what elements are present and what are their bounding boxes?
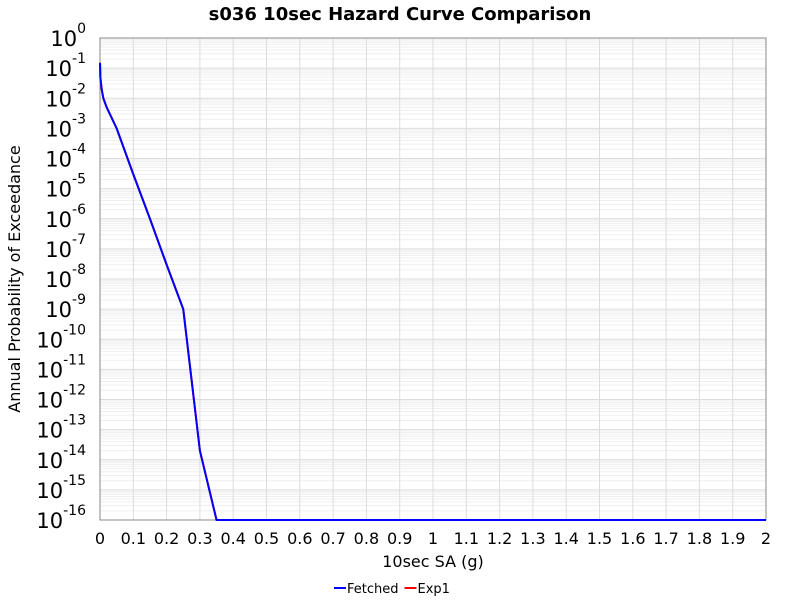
y-tick-exponent: -16 — [63, 503, 86, 519]
x-tick-label: 1.7 — [653, 529, 678, 548]
y-tick-label: 10-13 — [36, 413, 86, 443]
y-tick-base: 10 — [45, 57, 72, 81]
x-tick-label: 1.3 — [520, 529, 545, 548]
y-tick-base: 10 — [45, 148, 72, 172]
x-tick-label: 1 — [428, 529, 438, 548]
x-tick-label: 0.3 — [187, 529, 212, 548]
y-tick-exponent: -7 — [72, 232, 86, 248]
y-tick-base: 10 — [36, 509, 63, 533]
legend: Fetched Exp1 — [334, 582, 450, 597]
y-axis-ticks: 10010-110-210-310-410-510-610-710-810-91… — [36, 21, 86, 533]
y-tick-exponent: -5 — [72, 172, 86, 188]
y-tick-label: 10-16 — [36, 503, 86, 533]
x-axis-ticks: 0 0.1 0.2 0.3 0.4 0.5 0.6 0.7 0.8 0.9 1 1.1 1.2 1.3 1.… — [95, 529, 771, 548]
y-tick-label: 10-6 — [45, 202, 86, 232]
y-tick-base: 10 — [36, 479, 63, 503]
y-tick-exponent: -9 — [72, 292, 86, 308]
x-tick-label: 0.6 — [287, 529, 312, 548]
y-tick-label: 10-11 — [36, 352, 86, 382]
x-tick-label: 0.8 — [354, 529, 379, 548]
y-tick-base: 10 — [36, 358, 63, 382]
x-tick-label: 1.4 — [553, 529, 578, 548]
y-tick-label: 10-8 — [45, 262, 86, 292]
y-tick-label: 10-7 — [45, 232, 86, 262]
x-tick-label: 1.9 — [720, 529, 745, 548]
x-tick-label: 1.5 — [587, 529, 612, 548]
x-tick-label: 2 — [761, 529, 771, 548]
y-tick-exponent: -11 — [63, 352, 86, 368]
y-tick-base: 10 — [45, 87, 72, 111]
y-tick-base: 10 — [36, 419, 63, 443]
y-tick-base: 10 — [45, 208, 72, 232]
y-tick-label: 100 — [50, 21, 86, 51]
x-tick-label: 0.4 — [220, 529, 245, 548]
y-tick-base: 10 — [36, 328, 63, 352]
legend-label-fetched: Fetched — [347, 582, 399, 597]
x-tick-label: 1.8 — [687, 529, 712, 548]
y-axis-label: Annual Probability of Exceedance — [5, 145, 24, 412]
y-tick-base: 10 — [50, 27, 77, 51]
grid — [99, 37, 767, 521]
y-tick-label: 10-9 — [45, 292, 86, 322]
x-tick-label: 1.6 — [620, 529, 645, 548]
y-tick-label: 10-12 — [36, 383, 86, 413]
y-tick-exponent: -4 — [72, 142, 86, 158]
y-tick-label: 10-5 — [45, 172, 86, 202]
y-tick-exponent: 0 — [77, 21, 86, 37]
x-tick-label: 0.5 — [254, 529, 279, 548]
x-tick-label: 1.2 — [487, 529, 512, 548]
y-tick-label: 10-14 — [36, 443, 86, 473]
y-tick-label: 10-1 — [45, 51, 86, 81]
x-tick-label: 0.7 — [320, 529, 345, 548]
y-tick-base: 10 — [45, 117, 72, 141]
x-tick-label: 1.1 — [454, 529, 479, 548]
chart-title: s036 10sec Hazard Curve Comparison — [209, 4, 592, 25]
y-tick-label: 10-2 — [45, 81, 86, 111]
series-line-fetched — [99, 62, 766, 521]
x-tick-label: 0 — [95, 529, 105, 548]
y-tick-exponent: -12 — [63, 383, 86, 399]
y-tick-base: 10 — [45, 268, 72, 292]
y-tick-base: 10 — [45, 238, 72, 262]
y-tick-exponent: -10 — [63, 322, 86, 338]
y-tick-exponent: -6 — [72, 202, 86, 218]
y-tick-exponent: -15 — [63, 473, 86, 489]
x-tick-label: 0.1 — [121, 529, 146, 548]
y-tick-base: 10 — [45, 178, 72, 202]
x-axis-label: 10sec SA (g) — [382, 552, 484, 571]
y-tick-label: 10-15 — [36, 473, 86, 503]
y-tick-base: 10 — [45, 298, 72, 322]
y-tick-base: 10 — [36, 449, 63, 473]
y-tick-base: 10 — [36, 389, 63, 413]
y-tick-exponent: -1 — [72, 51, 86, 67]
legend-label-exp1: Exp1 — [418, 582, 450, 597]
y-tick-label: 10-3 — [45, 111, 86, 141]
y-tick-label: 10-4 — [45, 142, 86, 172]
y-tick-label: 10-10 — [36, 322, 86, 352]
y-tick-exponent: -13 — [63, 413, 86, 429]
x-tick-label: 0.2 — [154, 529, 179, 548]
series-layer — [99, 62, 766, 521]
x-tick-label: 0.9 — [387, 529, 412, 548]
y-tick-exponent: -8 — [72, 262, 86, 278]
y-tick-exponent: -2 — [72, 81, 86, 97]
y-tick-exponent: -3 — [72, 111, 86, 127]
y-tick-exponent: -14 — [63, 443, 86, 459]
